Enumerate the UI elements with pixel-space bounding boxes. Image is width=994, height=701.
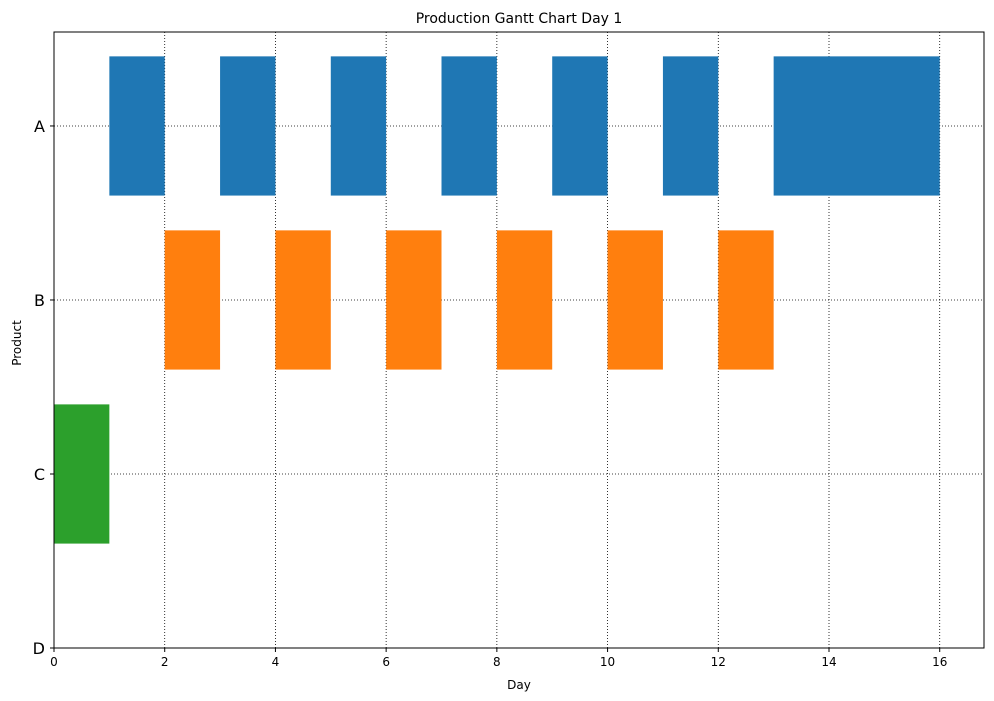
bars	[54, 56, 940, 544]
gantt-bar-a	[441, 56, 497, 196]
gantt-bar-b	[164, 230, 221, 370]
plot-frame	[53, 31, 985, 649]
y-tick-label: A	[34, 117, 45, 136]
chart-title: Production Gantt Chart Day 1	[416, 11, 623, 27]
gantt-bar-a	[662, 56, 719, 196]
gantt-bar-b	[275, 230, 331, 370]
gantt-bar-a	[552, 56, 608, 196]
x-tick-label: 12	[711, 655, 726, 669]
gantt-bar-b	[718, 230, 774, 370]
x-tick-label: 0	[50, 655, 58, 669]
y-axis-ticks: A B C D	[33, 117, 54, 658]
y-tick-label: C	[34, 465, 45, 484]
x-tick-label: 14	[821, 655, 836, 669]
x-tick-label: 6	[382, 655, 390, 669]
x-tick-label: 16	[932, 655, 947, 669]
y-tick-label: D	[33, 639, 45, 658]
y-tick-label: B	[34, 291, 45, 310]
x-tick-label: 4	[272, 655, 280, 669]
gantt-bar-a	[109, 56, 165, 196]
x-axis-label: Day	[507, 678, 531, 692]
gantt-bar-b	[607, 230, 663, 370]
x-axis-ticks: 0 2 4 6 8 10 12 14 16	[50, 648, 947, 669]
gantt-bar-b	[496, 230, 553, 370]
gantt-bar-a	[773, 56, 940, 196]
gantt-bar-c	[54, 404, 110, 544]
x-tick-label: 10	[600, 655, 615, 669]
gantt-bar-a	[220, 56, 276, 196]
y-axis-label: Product	[10, 320, 24, 366]
x-tick-label: 8	[493, 655, 501, 669]
gantt-bar-a	[330, 56, 387, 196]
x-tick-label: 2	[161, 655, 169, 669]
gantt-bar-b	[386, 230, 442, 370]
